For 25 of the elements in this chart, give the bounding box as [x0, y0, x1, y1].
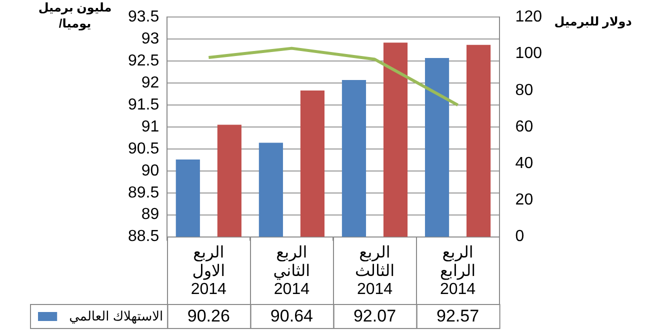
y2-axis-title: دولار للبرميل: [554, 14, 632, 28]
y2-tick-label: 40: [515, 155, 534, 172]
y-tick-label: 92: [141, 74, 160, 92]
data-label: 90.64: [270, 306, 313, 326]
y-tick-label: 91: [141, 118, 160, 136]
y2-tick-label: 0: [515, 228, 524, 246]
y-tick-label: 93.5: [128, 8, 160, 26]
y2-tick-label: 60: [515, 118, 534, 136]
y-axis-title: مليون برميل /يوميا: [38, 0, 112, 30]
y-tick-label: 89.5: [128, 184, 160, 202]
data-label: 92.07: [353, 306, 396, 326]
y2-tick-label: 120: [515, 8, 542, 26]
data-label: 90.26: [187, 306, 230, 326]
y-tick-label: 93: [141, 30, 160, 48]
y2-tick-label: 100: [515, 45, 542, 62]
y-tick-label: 92.5: [128, 52, 160, 70]
y-tick-label: 90.5: [128, 140, 160, 158]
legend-label: الاستهلاك العالمي: [69, 308, 164, 325]
y2-tick-label: 80: [515, 82, 534, 99]
data-label: 92.57: [436, 306, 480, 326]
y2-tick-label: 20: [515, 192, 534, 209]
y-tick-label: 91.5: [128, 96, 160, 114]
y-tick-label: 90: [141, 162, 160, 180]
y-tick-label: 89: [141, 206, 160, 224]
y-tick-label: 88.5: [128, 228, 160, 246]
